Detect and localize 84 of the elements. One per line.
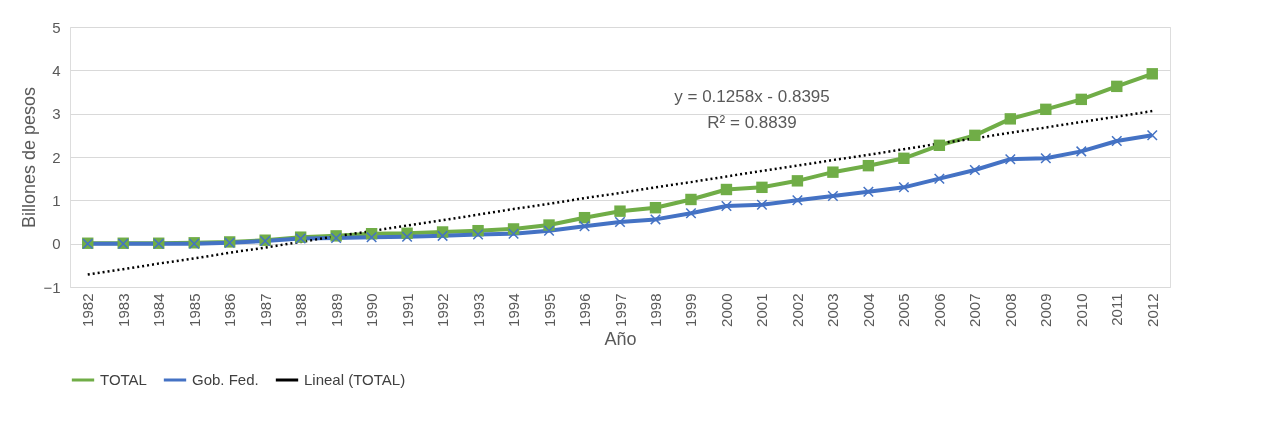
- x-tick-label: 2012: [1143, 293, 1161, 327]
- point: [472, 229, 484, 241]
- x-tick-label: 1984: [150, 293, 168, 327]
- x-tick-label: 1991: [398, 293, 416, 327]
- point: [1146, 129, 1158, 141]
- x-tick-label: 1983: [114, 293, 132, 327]
- point: [1146, 68, 1158, 80]
- point: [827, 190, 839, 202]
- point: [791, 194, 803, 206]
- point: [649, 213, 661, 225]
- annotation: R² = 0.8839: [707, 113, 797, 132]
- point: [1040, 103, 1052, 116]
- point: [543, 225, 555, 237]
- x-tick-label: 2000: [717, 293, 735, 327]
- point: [1111, 135, 1123, 147]
- point: [898, 181, 910, 193]
- point: [720, 183, 733, 196]
- point: [1111, 80, 1123, 93]
- y-tick-label: 0: [52, 235, 61, 253]
- y-tick-label: 1: [52, 191, 61, 209]
- annotation: y = 0.1258x - 0.8395: [674, 87, 830, 106]
- point: [579, 220, 591, 232]
- x-tick-label: 1990: [363, 293, 381, 327]
- y-tick-label: 5: [52, 18, 61, 36]
- x-tick-label: 1997: [611, 293, 629, 327]
- line-series: [86, 109, 1154, 276]
- x-tick-label: 1982: [79, 293, 97, 327]
- y-tick-label: 4: [52, 61, 61, 79]
- y-tick-label: 3: [52, 105, 61, 123]
- y-tick-label: 2: [52, 148, 61, 166]
- x-tick-label: 2005: [895, 293, 913, 327]
- x-tick-label: 2007: [966, 293, 984, 327]
- x-tick-label: 1995: [540, 293, 558, 327]
- point: [756, 199, 768, 211]
- point: [614, 216, 626, 228]
- point: [862, 186, 874, 198]
- x-tick-label: 1996: [576, 293, 594, 327]
- legend-label: Gob. Fed.: [192, 371, 259, 388]
- point: [933, 139, 946, 151]
- point: [401, 231, 413, 243]
- x-tick-label: 1993: [469, 293, 487, 327]
- x-tick-label: 2011: [1108, 293, 1126, 326]
- point: [720, 200, 732, 212]
- point: [862, 159, 875, 172]
- x-tick-label: 2010: [1072, 293, 1090, 327]
- point: [685, 193, 697, 206]
- legend-label: Lineal (TOTAL): [304, 371, 406, 388]
- x-axis-title: Año: [604, 328, 637, 349]
- point: [1004, 113, 1017, 125]
- x-tick-label: 1987: [256, 293, 274, 327]
- legend-label: TOTAL: [100, 371, 147, 388]
- point: [1075, 145, 1087, 157]
- x-tick-label: 1994: [505, 293, 523, 327]
- x-tick-label: 1999: [682, 293, 700, 327]
- point: [756, 181, 768, 194]
- x-tick-label: 1998: [646, 293, 664, 327]
- point: [969, 164, 981, 176]
- x-tick-label: 1989: [327, 293, 345, 327]
- point: [1040, 152, 1052, 164]
- point: [1075, 93, 1087, 106]
- point: [614, 205, 626, 217]
- point: [969, 129, 981, 142]
- point: [437, 230, 449, 242]
- point: [827, 166, 839, 178]
- x-tick-label: 1988: [292, 293, 310, 327]
- x-tick-label: 2003: [824, 293, 842, 327]
- point: [791, 175, 804, 187]
- x-tick-label: 2008: [1001, 293, 1019, 327]
- x-tick-label: 2009: [1037, 293, 1055, 327]
- point: [685, 207, 697, 219]
- x-tick-label: 1992: [434, 293, 452, 327]
- point: [898, 152, 910, 164]
- point: [933, 173, 945, 185]
- x-tick-label: 2006: [930, 293, 948, 327]
- y-tick-label: −1: [43, 278, 61, 296]
- x-tick-label: 2002: [788, 293, 806, 327]
- point: [1004, 153, 1016, 165]
- point: [649, 202, 662, 214]
- y-axis-title: Billones de pesos: [19, 86, 40, 229]
- x-tick-label: 2004: [859, 293, 877, 327]
- x-tick-label: 1986: [221, 293, 239, 327]
- point: [508, 228, 520, 240]
- x-tick-label: 1985: [185, 293, 203, 327]
- x-tick-label: 2001: [753, 293, 771, 327]
